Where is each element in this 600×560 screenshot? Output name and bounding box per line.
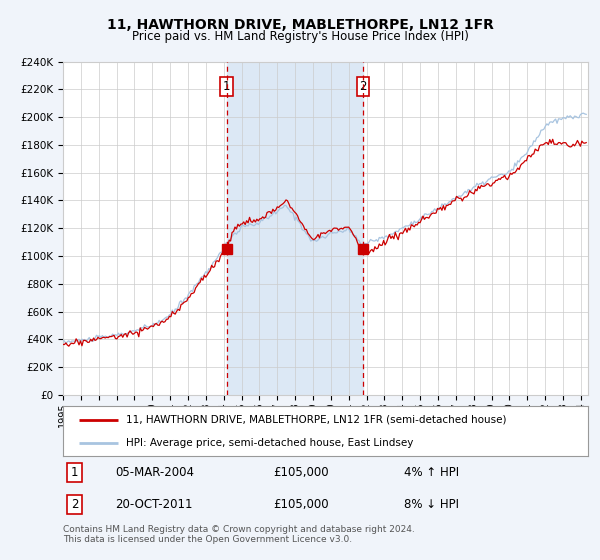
Text: Price paid vs. HM Land Registry's House Price Index (HPI): Price paid vs. HM Land Registry's House …: [131, 30, 469, 43]
Text: £105,000: £105,000: [273, 498, 329, 511]
Text: 20-OCT-2011: 20-OCT-2011: [115, 498, 193, 511]
Text: £105,000: £105,000: [273, 466, 329, 479]
Text: HPI: Average price, semi-detached house, East Lindsey: HPI: Average price, semi-detached house,…: [126, 438, 413, 448]
Text: 11, HAWTHORN DRIVE, MABLETHORPE, LN12 1FR: 11, HAWTHORN DRIVE, MABLETHORPE, LN12 1F…: [107, 18, 493, 32]
Text: 11, HAWTHORN DRIVE, MABLETHORPE, LN12 1FR (semi-detached house): 11, HAWTHORN DRIVE, MABLETHORPE, LN12 1F…: [126, 414, 506, 424]
Text: 4% ↑ HPI: 4% ↑ HPI: [404, 466, 460, 479]
Text: Contains HM Land Registry data © Crown copyright and database right 2024.
This d: Contains HM Land Registry data © Crown c…: [63, 525, 415, 544]
Text: 2: 2: [71, 498, 78, 511]
Bar: [227, 62, 363, 395]
Text: 2: 2: [359, 80, 367, 93]
Text: 1: 1: [71, 466, 78, 479]
Text: 05-MAR-2004: 05-MAR-2004: [115, 466, 194, 479]
Text: 8% ↓ HPI: 8% ↓ HPI: [404, 498, 459, 511]
Text: 1: 1: [223, 80, 230, 93]
